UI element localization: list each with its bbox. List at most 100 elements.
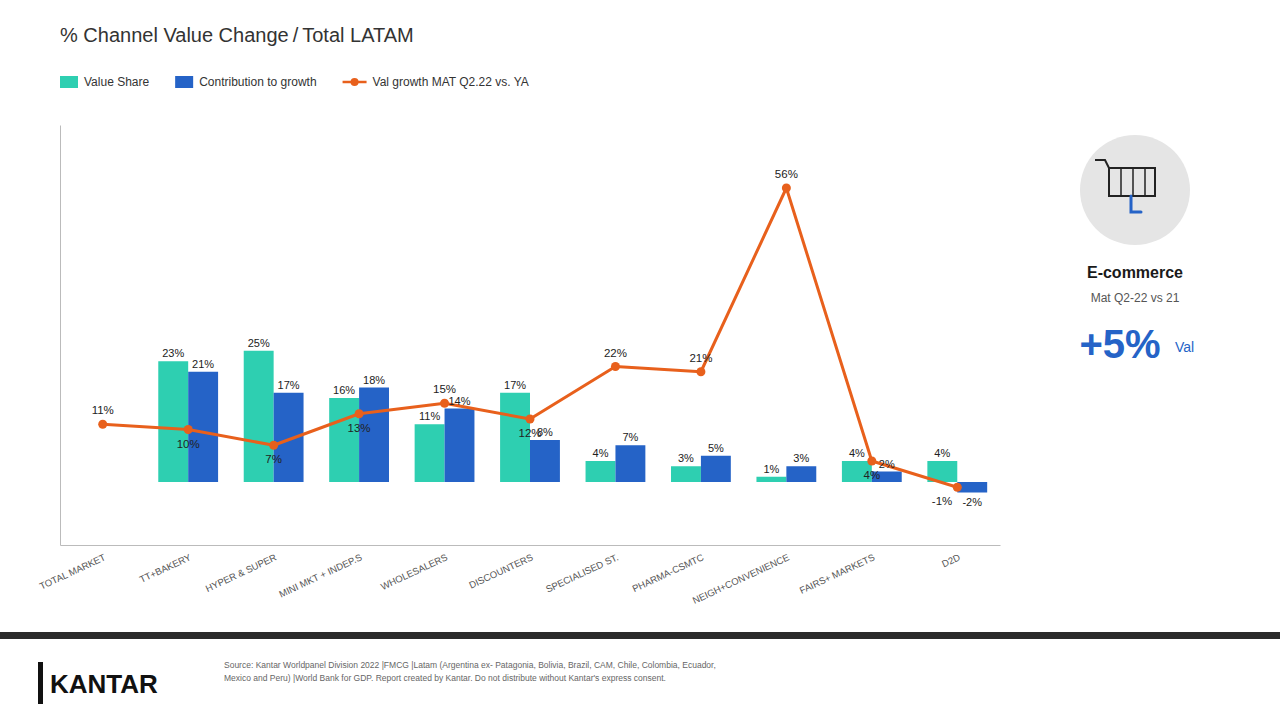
x-tick: PHARMA-CSMTC	[630, 551, 705, 594]
bar	[615, 445, 645, 482]
ecommerce-sub: Mat Q2-22 vs 21	[1091, 291, 1180, 305]
logo-bar	[38, 662, 43, 704]
ecommerce-label: E-commerce	[1087, 264, 1183, 281]
x-tick: TOTAL MARKET	[38, 551, 108, 591]
x-tick-label: NEIGH+CONVENIENCE	[691, 551, 791, 605]
legend-item: Contribution to growth	[175, 75, 316, 89]
bar-label: 25%	[248, 337, 270, 349]
ecommerce-panel: E-commerce Mat Q2-22 vs 21 +5% Val	[1079, 135, 1194, 366]
bar	[415, 424, 445, 482]
line-label: 56%	[775, 168, 798, 180]
legend-label: Val growth MAT Q2.22 vs. YA	[373, 75, 529, 89]
ecommerce-pct: +5%	[1079, 322, 1160, 366]
marker	[184, 425, 193, 434]
bar	[359, 388, 389, 483]
bar	[786, 466, 816, 482]
bar	[671, 466, 701, 482]
x-tick: FAIRS+ MARKETS	[798, 551, 877, 595]
bar-label: 17%	[504, 379, 526, 391]
bar-label: 14%	[448, 395, 470, 407]
x-tick-label: PHARMA-CSMTC	[630, 551, 705, 594]
bar-label: 23%	[162, 347, 184, 359]
x-tick: TT+BAKERY	[138, 551, 194, 585]
bar	[756, 477, 786, 482]
marker	[526, 415, 535, 424]
icon-background	[1080, 135, 1190, 245]
bar-label: 11%	[419, 410, 440, 422]
line-label: 12%	[518, 427, 541, 439]
title: % Channel Value Change / Total LATAM	[60, 24, 414, 46]
line-label: 22%	[604, 347, 627, 359]
x-tick-label: TT+BAKERY	[138, 551, 194, 585]
bar-label: 2%	[879, 458, 895, 470]
legend: Value Share Contribution to growth Val gro…	[60, 75, 529, 89]
bar-label: 4%	[934, 447, 950, 459]
bar	[188, 372, 218, 482]
bar-series	[158, 351, 957, 482]
bar	[158, 361, 188, 482]
bar-label: 18%	[363, 374, 385, 386]
line	[103, 188, 958, 487]
y-axis-line	[60, 126, 61, 546]
line-label: 13%	[348, 422, 371, 434]
x-tick-label: MINI MKT + INDEP.S	[277, 551, 363, 599]
bar-label: 3%	[793, 452, 809, 464]
marker	[355, 409, 364, 418]
bar-label: 4%	[593, 447, 609, 459]
line-label: 11%	[92, 404, 114, 416]
bar	[701, 456, 731, 482]
x-axis: TOTAL MARKET TT+BAKERY HYPER & SUPERMINI M…	[38, 546, 1001, 606]
x-tick-label: TOTAL MARKET	[38, 551, 108, 591]
x-tick-label: DISCOUNTERS	[467, 551, 534, 590]
x-tick-label: WHOLESALERS	[379, 551, 449, 592]
icon-part	[1109, 168, 1155, 196]
line-label: -1%	[932, 495, 952, 507]
x-tick: D2D	[940, 551, 962, 569]
cart-icon	[1095, 160, 1155, 212]
source: Source: Kantar Worldpanel Division 2022 …	[224, 660, 716, 683]
bar	[530, 440, 560, 482]
x-tick: MINI MKT + INDEP.S	[277, 551, 363, 599]
bar	[329, 398, 359, 482]
bar-label: 7%	[622, 431, 638, 443]
bar-label: -2%	[962, 496, 982, 508]
line-label: 7%	[265, 453, 282, 465]
bar-label: 21%	[192, 358, 214, 370]
bar-label: 16%	[333, 384, 355, 396]
y-axis	[60, 126, 61, 546]
bar-label: 5%	[708, 442, 724, 454]
legend-item: Value Share	[60, 75, 149, 89]
icon-part	[1132, 168, 1134, 196]
line-label: 15%	[433, 383, 456, 395]
legend-item: Val growth MAT Q2.22 vs. YA	[343, 75, 529, 89]
legend-swatch	[351, 78, 359, 86]
marker	[782, 184, 791, 193]
x-axis-line	[61, 545, 1001, 546]
marker	[611, 362, 620, 371]
x-tick-label: D2D	[940, 551, 962, 569]
source-line: Mexico and Peru) |World Bank for GDP. Re…	[224, 673, 666, 683]
icon-part	[1144, 168, 1146, 196]
bar-label: 17%	[278, 379, 300, 391]
marks	[98, 184, 987, 493]
marker	[269, 441, 278, 450]
x-tick: HYPER & SUPER	[204, 551, 279, 594]
legend-label: Contribution to growth	[199, 75, 316, 89]
line-label: 21%	[689, 352, 712, 364]
x-tick: WHOLESALERS	[379, 551, 449, 592]
bar	[445, 409, 475, 483]
bar-label: 4%	[849, 447, 865, 459]
line-label: 10%	[177, 438, 200, 450]
marker	[953, 483, 962, 492]
logo-text: KANTAR	[50, 669, 158, 699]
marker	[696, 367, 705, 376]
legend-swatch	[175, 76, 193, 88]
separator	[0, 632, 1280, 639]
marker	[867, 457, 876, 466]
x-tick: DISCOUNTERS	[467, 551, 534, 590]
data-labels: 23%25%16%11%17%4%3%1%4%4%21%17%18%14%8%7…	[92, 168, 983, 508]
x-tick: NEIGH+CONVENIENCE	[691, 551, 791, 605]
ecommerce-val: Val	[1175, 339, 1194, 355]
x-tick: SPECIALISED ST.	[544, 551, 620, 594]
bar-label: 3%	[678, 452, 694, 464]
